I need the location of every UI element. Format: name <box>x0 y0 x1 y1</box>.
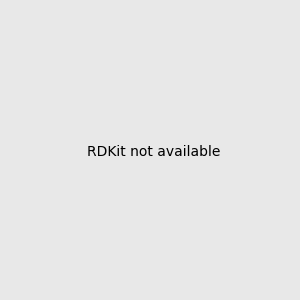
Text: RDKit not available: RDKit not available <box>87 145 220 158</box>
